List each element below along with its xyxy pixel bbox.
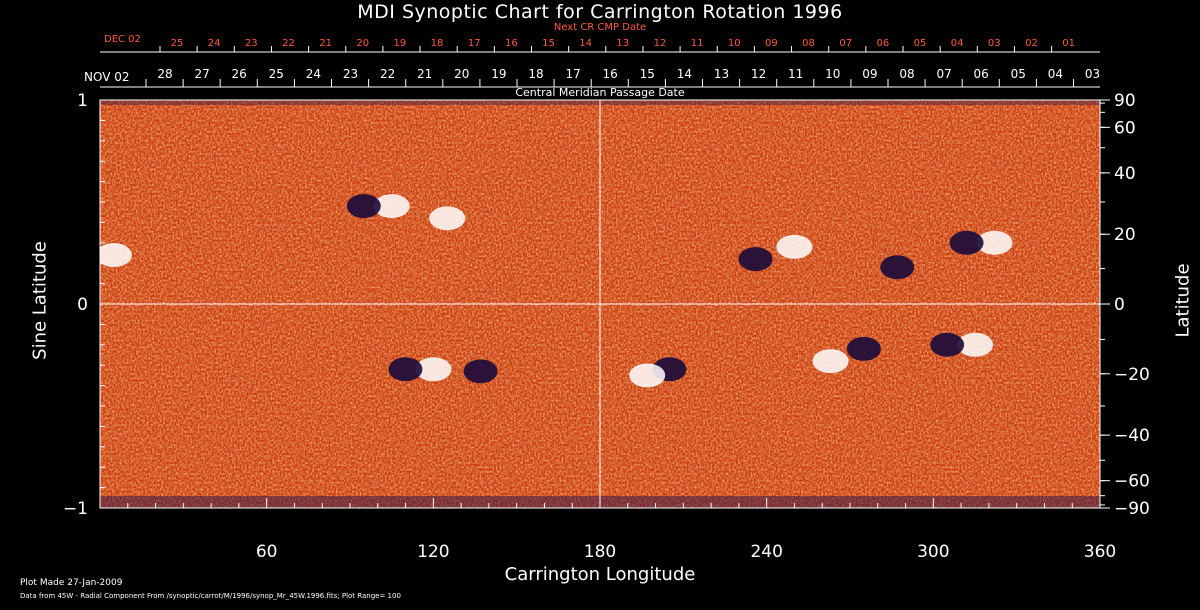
y-axis-label-left: Sine Latitude [29, 241, 51, 360]
top-axis-2-tick-label: 23 [343, 67, 358, 81]
top-axis-2-tick-label: 08 [899, 67, 914, 81]
top-axis-1-tick-label: 07 [839, 38, 852, 49]
top-axis-2-tick-label: 21 [417, 67, 432, 81]
top-axis-1-tick-label: 20 [356, 38, 369, 49]
active-region-positive [429, 206, 466, 231]
top-axis-1-tick-label: 21 [319, 38, 332, 49]
top-axis-1-tick-label: 16 [505, 38, 518, 49]
top-axis-1-tick-label: 05 [914, 38, 927, 49]
top-axis-1-tick-label: 14 [579, 38, 592, 49]
active-region-negative [930, 332, 965, 357]
top-axis-1-tick-label: 02 [1025, 38, 1038, 49]
y-tick-label-right: 90 [1114, 91, 1136, 111]
chart-title: MDI Synoptic Chart for Carrington Rotati… [357, 1, 843, 23]
top-axis-2-tick-label: 05 [1011, 67, 1026, 81]
y-tick-label-right: −20 [1114, 365, 1150, 385]
active-region-negative [388, 357, 423, 382]
y-tick-label-right: 40 [1114, 164, 1136, 184]
x-tick-label: 300 [917, 542, 949, 562]
top-axis-1-tick-label: 17 [468, 38, 481, 49]
active-region-positive [812, 349, 849, 374]
active-region-positive [415, 357, 452, 382]
top-axis-2-tick-label: 10 [825, 67, 840, 81]
top-axis-2-tick-label: 26 [232, 67, 247, 81]
top-axis-2-tick-label: 16 [603, 67, 618, 81]
y-axis-label-right: Latitude [1172, 263, 1194, 338]
top-axis-1-tick-label: 24 [208, 38, 221, 49]
top-axis-2-tick-label: 12 [751, 67, 766, 81]
y-tick-label-left: 0 [77, 295, 88, 315]
top-axis-2-tick-label: 22 [380, 67, 395, 81]
top-axis-2-tick-label: 11 [788, 67, 803, 81]
y-tick-label-right: 60 [1114, 118, 1136, 138]
top-axis-1-tick-label: 12 [654, 38, 667, 49]
next-cr-label: Next CR CMP Date [553, 22, 647, 33]
top-axis-2-tick-label: 03 [1085, 67, 1100, 81]
top-axis-2-tick-label: 28 [157, 67, 172, 81]
y-tick-label-right: 20 [1114, 225, 1136, 245]
top-axis-2-tick-label: 19 [491, 67, 506, 81]
plot-made-text: Plot Made 27-Jan-2009 [20, 578, 123, 588]
top-axis-2-tick-label: 25 [269, 67, 284, 81]
active-region-positive [776, 234, 813, 259]
top-axis-1-start-label: DEC 02 [104, 34, 141, 45]
top-axis-1-tick-label: 13 [616, 38, 629, 49]
active-region-negative [463, 359, 498, 384]
active-region-positive [629, 363, 666, 388]
top-axis-2-tick-label: 20 [454, 67, 469, 81]
y-tick-label-left: −1 [63, 499, 88, 519]
top-axis-2-tick-label: 27 [194, 67, 209, 81]
x-tick-label: 240 [750, 542, 782, 562]
x-tick-label: 180 [584, 542, 616, 562]
top-axis-1-tick-label: 15 [542, 38, 555, 49]
x-tick-label: 60 [256, 542, 278, 562]
top-axis-2-tick-label: 14 [677, 67, 692, 81]
top-axis-1-tick-label: 25 [171, 38, 184, 49]
x-tick-label: 360 [1084, 542, 1116, 562]
top-axis-2-tick-label: 09 [862, 67, 877, 81]
top-axis-1-tick-label: 01 [1062, 38, 1075, 49]
top-axis-1-tick-label: 08 [802, 38, 815, 49]
top-axis-1-tick-label: 19 [394, 38, 407, 49]
top-axis-1-tick-label: 09 [765, 38, 778, 49]
top-axis-2-tick-label: 13 [714, 67, 729, 81]
active-region-positive [957, 332, 994, 357]
y-tick-label-right: −40 [1114, 426, 1150, 446]
active-region-positive [976, 230, 1013, 255]
top-axis-1-tick-label: 23 [245, 38, 258, 49]
top-axis-1-tick-label: 10 [728, 38, 741, 49]
data-source-text: Data from 45W - Radial Component From /s… [20, 592, 401, 600]
top-axis-2-start-label: NOV 02 [84, 70, 130, 84]
active-region-negative [346, 194, 381, 219]
top-axis-1-tick-label: 22 [282, 38, 295, 49]
top-axis-1-tick-label: 06 [876, 38, 889, 49]
top-axis-2-tick-label: 07 [936, 67, 951, 81]
top-axis-1-tick-label: 11 [691, 38, 704, 49]
y-tick-label-right: 0 [1114, 295, 1125, 315]
y-tick-label-right: −60 [1114, 472, 1150, 492]
x-tick-label: 120 [417, 542, 449, 562]
top-axis-2-tick-label: 17 [565, 67, 580, 81]
top-axis-2-tick-label: 06 [974, 67, 989, 81]
active-region-positive [373, 194, 410, 219]
central-meridian-label: Central Meridian Passage Date [515, 86, 685, 99]
top-axis-1-tick-label: 18 [431, 38, 444, 49]
active-region-negative [738, 247, 773, 272]
top-axis-1-tick-label: 03 [988, 38, 1001, 49]
y-tick-label-left: 1 [77, 91, 88, 111]
y-tick-label-right: −90 [1114, 499, 1150, 519]
active-region-positive [100, 243, 132, 268]
active-region-negative [949, 230, 984, 255]
top-axis-2-tick-label: 15 [640, 67, 655, 81]
top-axis-2-tick-label: 18 [528, 67, 543, 81]
active-region-negative [880, 255, 915, 280]
top-axis-2-tick-label: 24 [306, 67, 321, 81]
top-axis-1-tick-label: 04 [951, 38, 964, 49]
top-axis-2-tick-label: 04 [1048, 67, 1063, 81]
active-region-negative [846, 336, 881, 361]
x-axis-label: Carrington Longitude [504, 564, 696, 585]
